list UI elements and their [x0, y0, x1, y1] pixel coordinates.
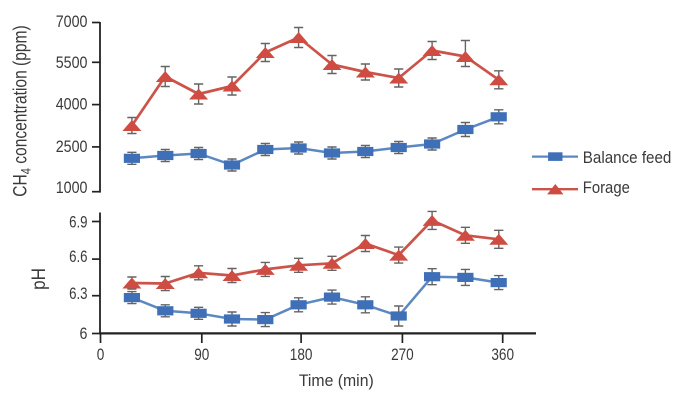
svg-text:0: 0 — [97, 346, 105, 365]
svg-text:Time (min): Time (min) — [299, 372, 374, 391]
svg-text:pH: pH — [28, 268, 49, 290]
svg-text:6.9: 6.9 — [69, 213, 87, 232]
svg-text:1000: 1000 — [56, 179, 88, 197]
svg-text:2500: 2500 — [56, 138, 88, 156]
svg-text:90: 90 — [194, 346, 209, 365]
svg-text:Forage: Forage — [583, 179, 630, 197]
svg-text:Balance feed: Balance feed — [583, 149, 672, 167]
svg-text:4000: 4000 — [56, 95, 88, 113]
svg-text:5500: 5500 — [56, 54, 88, 72]
svg-text:CH4 concentration (ppm): CH4 concentration (ppm) — [9, 25, 34, 196]
svg-text:180: 180 — [290, 346, 313, 365]
svg-text:360: 360 — [491, 346, 514, 365]
svg-text:6.6: 6.6 — [69, 248, 87, 267]
svg-text:7000: 7000 — [56, 13, 88, 31]
svg-text:6.3: 6.3 — [69, 285, 87, 304]
svg-text:270: 270 — [391, 346, 414, 365]
svg-text:6: 6 — [80, 325, 88, 343]
